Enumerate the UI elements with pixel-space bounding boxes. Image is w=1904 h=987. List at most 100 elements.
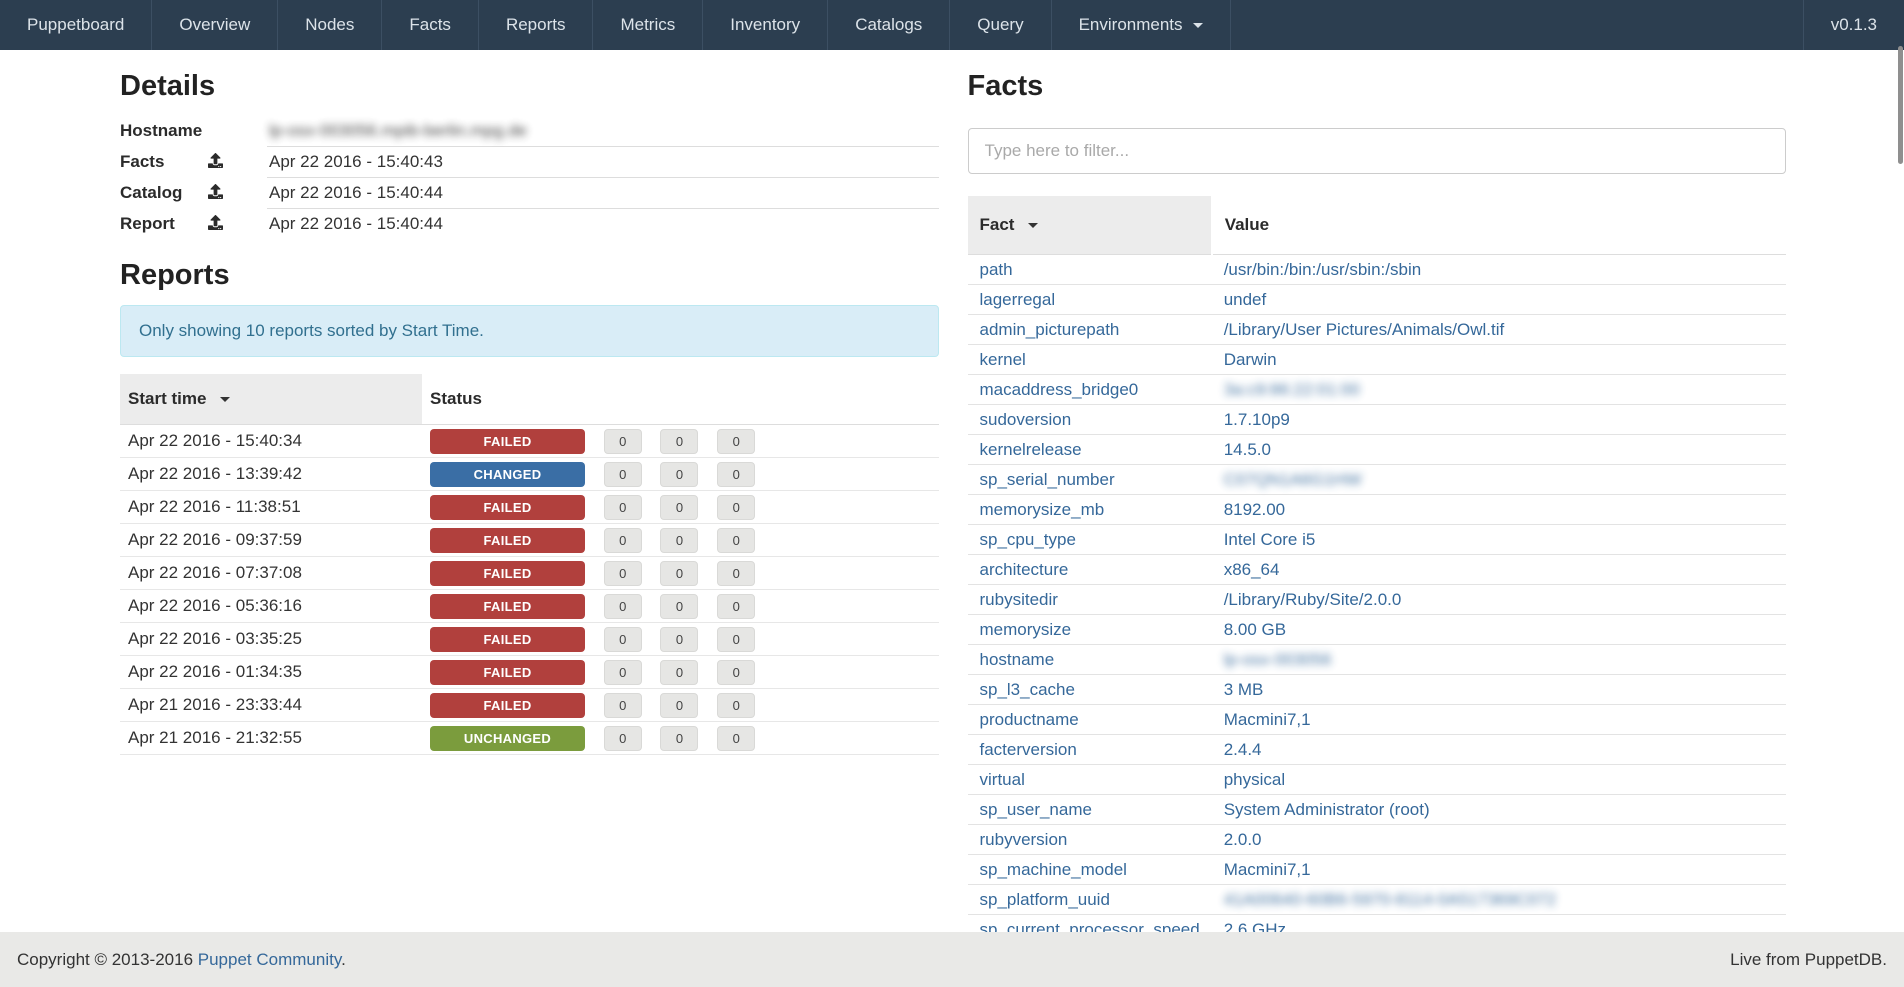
nav-item[interactable]: Reports (479, 0, 594, 50)
fact-value-link[interactable]: physical (1223, 770, 1286, 789)
report-count-button[interactable]: 0 (660, 528, 699, 554)
fact-value-link[interactable]: /usr/bin:/bin:/usr/sbin:/sbin (1223, 260, 1422, 279)
report-count-button[interactable]: 0 (660, 726, 699, 752)
fact-name-link[interactable]: kernelrelease (979, 440, 1082, 459)
fact-name-link[interactable]: admin_picturepath (979, 320, 1120, 339)
report-count-button[interactable]: 0 (660, 693, 699, 719)
fact-name-link[interactable]: architecture (979, 560, 1069, 579)
report-count-button[interactable]: 0 (603, 429, 642, 455)
fact-name-link[interactable]: sp_platform_uuid (979, 890, 1110, 909)
fact-name-link[interactable]: sudoversion (979, 410, 1072, 429)
fact-value-link[interactable]: /Library/Ruby/Site/2.0.0 (1223, 590, 1402, 609)
fact-name-link[interactable]: sp_serial_number (979, 470, 1115, 489)
nav-item[interactable]: Overview (152, 0, 279, 50)
nav-item[interactable]: Metrics (593, 0, 704, 50)
puppet-community-link[interactable]: Puppet Community (197, 949, 342, 969)
report-count-button[interactable]: 0 (603, 693, 642, 719)
report-count-button[interactable]: 0 (717, 462, 756, 488)
report-count-button[interactable]: 0 (603, 561, 642, 587)
fact-value-link[interactable]: 8192.00 (1223, 500, 1286, 519)
report-count-button[interactable]: 0 (603, 726, 642, 752)
column-header-start-time[interactable]: Start time (120, 374, 422, 425)
facts-filter-input[interactable] (967, 128, 1786, 174)
fact-name-link[interactable]: lagerregal (979, 290, 1056, 309)
nav-item[interactable]: Query (950, 0, 1052, 50)
report-count-button[interactable]: 0 (660, 495, 699, 521)
fact-value-link[interactable]: /Library/User Pictures/Animals/Owl.tif (1223, 320, 1505, 339)
report-count-button[interactable]: 0 (603, 462, 642, 488)
report-count-button[interactable]: 0 (603, 660, 642, 686)
fact-value-link[interactable]: 14.5.0 (1223, 440, 1271, 459)
fact-name-link[interactable]: sp_cpu_type (979, 530, 1076, 549)
report-count-button[interactable]: 0 (717, 726, 756, 752)
fact-name-link[interactable]: virtual (979, 770, 1025, 789)
fact-row: kernel Darwin (967, 344, 1786, 375)
report-count-button[interactable]: 0 (660, 660, 699, 686)
fact-name-link[interactable]: macaddress_bridge0 (979, 380, 1139, 399)
report-count-button[interactable]: 0 (717, 627, 756, 653)
fact-value-link[interactable]: x86_64 (1223, 560, 1280, 579)
column-header-value[interactable]: Value (1211, 196, 1786, 255)
nav-item[interactable]: Inventory (703, 0, 829, 50)
report-count-button[interactable]: 0 (660, 594, 699, 620)
report-count-button[interactable]: 0 (717, 594, 756, 620)
fact-value-link[interactable]: 2.4.4 (1223, 740, 1262, 759)
column-header-fact[interactable]: Fact (967, 196, 1213, 255)
report-status-badge: FAILED (430, 561, 585, 587)
fact-name-link[interactable]: productname (979, 710, 1079, 729)
report-row: Apr 21 2016 - 21:32:55 UNCHANGED 0 0 0 (120, 721, 939, 756)
report-count-button[interactable]: 0 (717, 561, 756, 587)
detail-label: Facts (120, 151, 165, 171)
fact-value-link[interactable]: 8.00 GB (1223, 620, 1287, 639)
report-count-button[interactable]: 0 (717, 429, 756, 455)
fact-value-link[interactable]: 1.7.10p9 (1223, 410, 1290, 429)
fact-row: sp_serial_number C07QN1A6G1HW (967, 464, 1786, 495)
fact-value-link[interactable]: 3a:c9:86:22:01:00 (1223, 380, 1360, 399)
fact-value-link[interactable]: lp-osx-003056 (1223, 650, 1332, 669)
fact-value-link[interactable]: Macmini7,1 (1223, 710, 1311, 729)
fact-name-link[interactable]: memorysize_mb (979, 500, 1105, 519)
fact-value-link[interactable]: undef (1223, 290, 1267, 309)
report-count-button[interactable]: 0 (603, 495, 642, 521)
report-count-button[interactable]: 0 (717, 693, 756, 719)
report-count-button[interactable]: 0 (603, 528, 642, 554)
fact-value-link[interactable]: 2.0.0 (1223, 830, 1262, 849)
fact-value-link[interactable]: C07QN1A6G1HW (1223, 470, 1362, 489)
fact-name-link[interactable]: facterversion (979, 740, 1077, 759)
report-count-button[interactable]: 0 (603, 594, 642, 620)
column-header-status[interactable]: Status (422, 374, 939, 425)
nav-item[interactable]: Puppetboard (0, 0, 153, 50)
report-count-button[interactable]: 0 (717, 495, 756, 521)
chevron-down-icon (1192, 22, 1203, 28)
nav-item[interactable]: Environments (1052, 0, 1231, 50)
fact-name-link[interactable]: sp_l3_cache (979, 680, 1075, 699)
fact-name-link[interactable]: kernel (979, 350, 1026, 369)
report-count-button[interactable]: 0 (660, 627, 699, 653)
fact-name-link[interactable]: rubysitedir (979, 590, 1058, 609)
nav-item[interactable]: Catalogs (828, 0, 951, 50)
report-count-button[interactable]: 0 (660, 561, 699, 587)
nav-item[interactable]: Facts (382, 0, 479, 50)
fact-value-link[interactable]: 41A00640-60B6-5970-8114-0A517369C072 (1223, 890, 1557, 909)
fact-name-link[interactable]: sp_user_name (979, 800, 1092, 819)
report-count-button[interactable]: 0 (603, 627, 642, 653)
report-count-button[interactable]: 0 (660, 462, 699, 488)
report-count-button[interactable]: 0 (717, 528, 756, 554)
upload-icon[interactable] (208, 152, 223, 168)
nav-item[interactable]: Nodes (278, 0, 383, 50)
fact-value-link[interactable]: Macmini7,1 (1223, 860, 1311, 879)
report-count-button[interactable]: 0 (717, 660, 756, 686)
fact-value-link[interactable]: System Administrator (root) (1223, 800, 1430, 819)
fact-value-link[interactable]: 3 MB (1223, 680, 1264, 699)
upload-icon[interactable] (208, 214, 223, 230)
fact-name-link[interactable]: sp_machine_model (979, 860, 1127, 879)
report-count-button[interactable]: 0 (660, 429, 699, 455)
fact-name-link[interactable]: hostname (979, 650, 1055, 669)
fact-name-link[interactable]: rubyversion (979, 830, 1068, 849)
vertical-scrollbar-thumb[interactable] (1898, 46, 1903, 164)
fact-name-link[interactable]: path (979, 260, 1013, 279)
upload-icon[interactable] (208, 183, 223, 199)
fact-value-link[interactable]: Intel Core i5 (1223, 530, 1316, 549)
fact-name-link[interactable]: memorysize (979, 620, 1072, 639)
fact-value-link[interactable]: Darwin (1223, 350, 1277, 369)
